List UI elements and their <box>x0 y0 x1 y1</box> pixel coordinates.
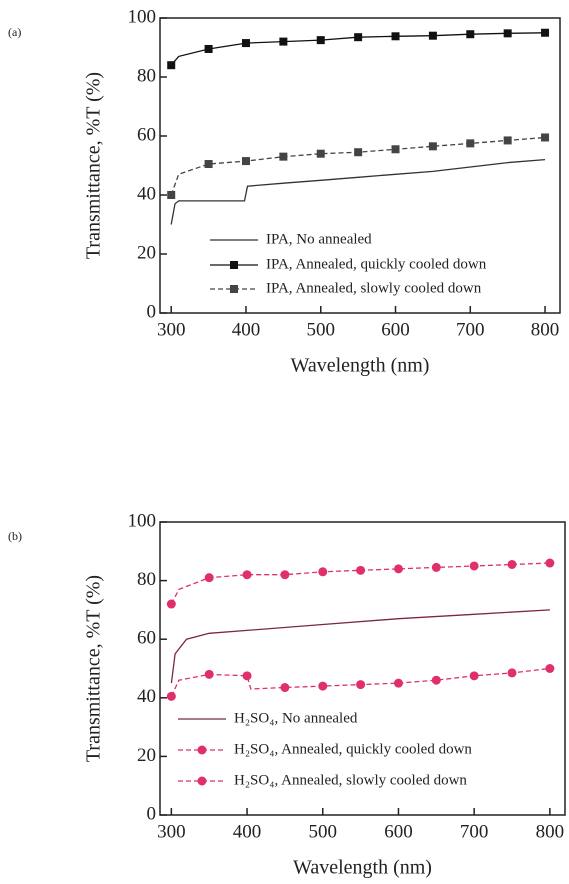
marker <box>279 38 287 46</box>
marker <box>466 30 474 38</box>
x-tick-label: 300 <box>157 821 186 842</box>
legend-label: H₂SO₄, Annealed, quickly cooled down <box>234 741 472 757</box>
x-tick-label: 700 <box>456 319 485 340</box>
series-line <box>171 138 545 196</box>
figure: (a)020406080100300400500600700800Wavelen… <box>0 0 569 884</box>
marker <box>318 682 327 691</box>
panel-label: (a) <box>8 25 21 39</box>
y-tick-label: 0 <box>147 803 157 824</box>
marker <box>356 680 365 689</box>
series-line <box>171 160 545 225</box>
marker <box>205 670 214 679</box>
marker <box>167 600 176 609</box>
y-tick-label: 100 <box>128 510 157 531</box>
marker <box>470 561 479 570</box>
legend-label: IPA, Annealed, slowly cooled down <box>266 280 482 296</box>
marker <box>429 142 437 150</box>
marker <box>432 676 441 685</box>
marker <box>280 683 289 692</box>
x-tick-label: 800 <box>536 821 565 842</box>
marker <box>317 150 325 158</box>
marker <box>394 564 403 573</box>
x-tick-label: 700 <box>460 821 489 842</box>
x-tick-label: 800 <box>531 319 560 340</box>
y-axis-title: Transmittance, %T (%) <box>83 575 105 762</box>
x-tick-label: 600 <box>384 821 413 842</box>
y-tick-label: 80 <box>137 569 156 590</box>
y-tick-label: 60 <box>137 628 156 649</box>
y-tick-label: 80 <box>137 65 156 86</box>
marker <box>205 573 214 582</box>
y-tick-label: 100 <box>128 6 157 27</box>
y-tick-label: 0 <box>147 301 157 322</box>
legend-marker <box>230 285 238 293</box>
marker <box>392 145 400 153</box>
legend-marker <box>198 777 207 786</box>
marker <box>394 679 403 688</box>
legend-label: H₂SO₄, Annealed, slowly cooled down <box>234 772 467 788</box>
marker <box>354 148 362 156</box>
marker <box>466 139 474 147</box>
y-tick-label: 20 <box>137 745 156 766</box>
marker <box>205 45 213 53</box>
y-tick-label: 40 <box>137 686 156 707</box>
marker <box>545 664 554 673</box>
marker <box>317 36 325 44</box>
y-tick-label: 60 <box>137 124 156 145</box>
x-tick-label: 600 <box>381 319 410 340</box>
marker <box>508 560 517 569</box>
marker <box>541 29 549 37</box>
x-axis-title: Wavelength (nm) <box>291 355 430 377</box>
marker <box>243 671 252 680</box>
marker <box>429 32 437 40</box>
x-tick-label: 400 <box>233 821 262 842</box>
x-axis-title: Wavelength (nm) <box>293 857 432 879</box>
marker <box>167 692 176 701</box>
marker <box>432 563 441 572</box>
y-tick-label: 40 <box>137 183 156 204</box>
marker <box>392 32 400 40</box>
marker <box>167 191 175 199</box>
y-axis-title: Transmittance, %T (%) <box>83 72 105 259</box>
marker <box>541 133 549 141</box>
marker <box>318 567 327 576</box>
marker <box>242 39 250 47</box>
y-tick-label: 20 <box>137 242 156 263</box>
marker <box>279 153 287 161</box>
panel-label: (b) <box>8 529 22 543</box>
marker <box>504 29 512 37</box>
marker <box>243 570 252 579</box>
legend-marker <box>230 261 238 269</box>
x-tick-label: 500 <box>309 821 338 842</box>
marker <box>508 668 517 677</box>
marker <box>470 671 479 680</box>
marker <box>354 33 362 41</box>
x-tick-label: 300 <box>157 319 186 340</box>
x-tick-label: 500 <box>306 319 335 340</box>
marker <box>504 136 512 144</box>
legend-label: H₂SO₄, No annealed <box>234 710 358 726</box>
legend-label: IPA, Annealed, quickly cooled down <box>266 256 487 272</box>
series-line <box>171 610 550 683</box>
marker <box>356 566 365 575</box>
marker <box>242 157 250 165</box>
marker <box>167 61 175 69</box>
plot-frame <box>160 522 565 815</box>
x-tick-label: 400 <box>232 319 261 340</box>
marker <box>205 160 213 168</box>
legend-label: IPA, No annealed <box>266 231 372 247</box>
legend-marker <box>198 746 207 755</box>
marker <box>545 559 554 568</box>
marker <box>280 570 289 579</box>
